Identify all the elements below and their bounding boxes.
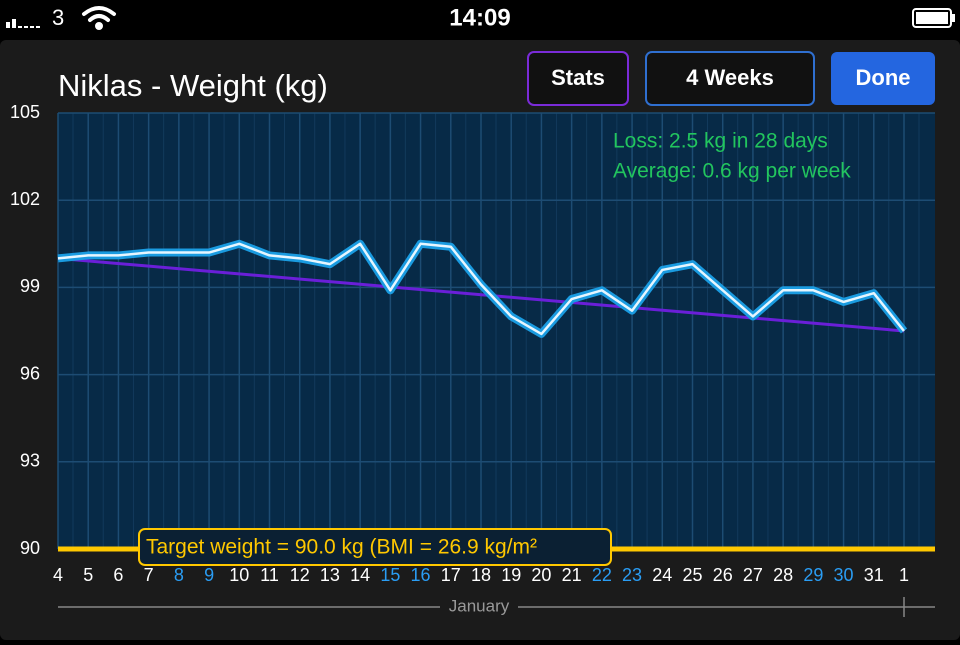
x-tick-label: 9 (204, 565, 214, 585)
x-tick-label: 26 (713, 565, 733, 585)
y-tick-label: 96 (20, 363, 40, 383)
x-tick-label: 10 (229, 565, 249, 585)
x-tick-label: 28 (773, 565, 793, 585)
clock: 14:09 (449, 4, 510, 31)
x-tick-label: 11 (260, 565, 279, 585)
x-tick-label: 31 (864, 565, 884, 585)
button-label: Done (856, 65, 911, 90)
x-tick-label: 16 (411, 565, 431, 585)
trend-line (57, 256, 905, 333)
status-bar (0, 0, 960, 40)
battery-icon (912, 8, 955, 28)
x-tick-label: 15 (380, 565, 400, 585)
x-tick-label: 18 (471, 565, 491, 585)
weeks-button[interactable]: 4 Weeks (645, 51, 815, 106)
x-tick-label: 8 (174, 565, 184, 585)
y-tick-label: 90 (20, 538, 40, 558)
x-tick-label: 30 (834, 565, 854, 585)
x-tick-label: 25 (682, 565, 702, 585)
button-label: 4 Weeks (686, 65, 774, 90)
x-tick-label: 21 (562, 565, 582, 585)
x-tick-label: 22 (592, 565, 612, 585)
wifi-icon (82, 6, 116, 30)
x-tick-label: 24 (652, 565, 672, 585)
target-label-box (138, 528, 612, 566)
y-tick-label: 93 (20, 451, 40, 471)
carrier: 3 (52, 5, 64, 30)
target-label: Target weight = 90.0 kg (BMI = 26.9 kg/m… (146, 536, 537, 559)
y-tick-label: 102 (10, 189, 40, 209)
x-tick-label: 17 (441, 565, 461, 585)
x-tick-label: 29 (803, 565, 823, 585)
x-tick-label: 14 (350, 565, 370, 585)
x-tick-label: 19 (501, 565, 521, 585)
x-tick-label: 4 (53, 565, 63, 585)
x-tick-label: 13 (320, 565, 340, 585)
annotation: Loss: 2.5 kg in 28 days (613, 130, 828, 153)
x-tick-label: 27 (743, 565, 763, 585)
x-tick-label: 23 (622, 565, 642, 585)
x-tick-label: 6 (113, 565, 123, 585)
x-tick-label: 12 (290, 565, 310, 585)
x-tick-label: 7 (144, 565, 154, 585)
weight-line (57, 242, 905, 336)
signal-icon (6, 19, 40, 28)
chart-title: Niklas - Weight (kg) (58, 68, 328, 103)
x-tick-label: 20 (531, 565, 551, 585)
x-tick-label: 1 (899, 565, 909, 585)
stats-button[interactable]: Stats (527, 51, 629, 106)
done-button[interactable]: Done (831, 52, 935, 105)
x-tick-label: 5 (83, 565, 93, 585)
annotation: Average: 0.6 kg per week (613, 160, 851, 183)
button-label: Stats (551, 65, 605, 90)
x-axis-label: January (449, 596, 510, 615)
y-tick-label: 99 (20, 276, 40, 296)
y-tick-label: 105 (10, 102, 40, 122)
